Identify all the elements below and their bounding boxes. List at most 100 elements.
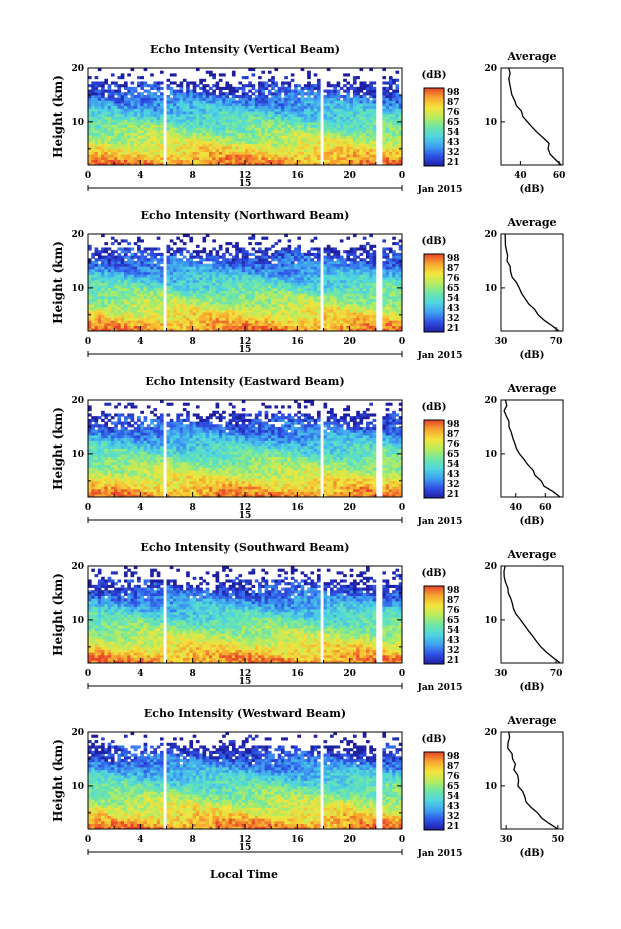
heatmap-cell [284,100,288,104]
heatmap-cell [261,287,266,291]
heatmap-cell [261,293,266,297]
heatmap-cell [336,304,341,308]
heatmap-cell [294,116,298,120]
heatmap-cell [307,116,311,120]
heatmap-cell [110,89,115,93]
heatmap-cell [261,269,266,273]
heatmap-cell [303,271,308,275]
heatmap-cell [264,328,269,332]
heatmap-cell [238,269,243,273]
heatmap-cell [231,108,236,112]
heatmap-cell [143,317,148,321]
heatmap-cell [251,68,256,72]
heatmap-cell [156,129,161,134]
heatmap-cell [336,285,341,289]
heatmap-cell [199,111,203,115]
heatmap-cell [362,314,367,318]
heatmap-cell [251,100,256,104]
heatmap-cell [300,298,305,302]
heatmap-cell [395,320,400,324]
heatmap-cell [366,298,370,302]
heatmap-cell [150,298,154,302]
heatmap-cell [310,124,315,128]
heatmap-cell [225,274,230,278]
heatmap-cell [186,140,190,144]
heatmap-cell [199,129,203,134]
heatmap-cell [133,148,138,152]
heatmap-cell [215,322,220,327]
heatmap-cell [218,119,223,123]
heatmap-cell [277,306,282,310]
heatmap-cell [316,94,321,99]
heatmap-cell [274,127,279,131]
heatmap-cell [388,143,393,147]
heatmap-cell [241,103,246,107]
heatmap-cell [359,132,364,136]
heatmap-cell [388,301,393,305]
heatmap-cell [346,328,351,332]
heatmap-cell [369,111,373,115]
heatmap-cell [267,100,272,104]
heatmap-cell [287,148,292,152]
heatmap-cell [258,312,262,316]
heatmap-cell [241,127,246,131]
heatmap-cell [159,304,164,308]
heatmap-cell [159,298,164,302]
heatmap-cell [369,108,373,112]
heatmap-cell [222,277,226,281]
heatmap-cell [209,140,213,144]
heatmap-cell [277,290,282,294]
heatmap-cell [343,113,347,117]
heatmap-cell [267,328,272,332]
heatmap-cell [254,156,259,161]
heatmap-cell [150,162,154,166]
heatmap-cell [173,94,177,99]
heatmap-cell [254,97,259,101]
heatmap-cell [159,113,164,117]
heatmap-cell [366,293,370,297]
heatmap-cell [294,312,298,316]
heatmap-cell [307,124,311,128]
heatmap-cell [225,266,230,270]
heatmap-cell [133,127,138,131]
heatmap-cell [290,111,295,115]
heatmap-cell [349,146,354,150]
heatmap-cell [199,119,203,123]
heatmap-cell [192,159,197,163]
heatmap-cell [336,306,341,310]
heatmap-cell [284,293,288,297]
heatmap-cell [313,124,318,128]
heatmap-cell [179,108,184,112]
heatmap-cell [362,317,367,321]
heatmap-cell [385,81,390,85]
heatmap-cell [228,293,233,297]
heatmap-cell [303,312,308,316]
heatmap-cell [101,121,105,125]
heatmap-cell [130,100,135,104]
heatmap-cell [310,285,315,289]
heatmap-cell [218,86,223,90]
heatmap-cell [258,314,262,318]
heatmap-cell [231,105,236,109]
heatmap-cell [123,295,128,300]
heatmap-cell [192,124,197,128]
heatmap-cell [362,140,367,144]
heatmap-cell [107,113,112,117]
heatmap-cell [137,148,141,152]
heatmap-cell [280,156,285,161]
heatmap-cell [176,92,180,96]
heatmap-cell [336,111,341,115]
heatmap-cell [352,100,357,104]
heatmap-cell [133,159,138,163]
heatmap-cell [313,293,318,297]
heatmap-cell [110,159,115,163]
y-tick-label: 10 [71,118,84,128]
heatmap-cell [186,274,190,278]
heatmap-cell [104,293,109,297]
heatmap-cell [94,287,99,291]
heatmap-cell [153,269,158,273]
heatmap-cell [284,124,288,128]
heatmap-cell [346,306,351,310]
heatmap-cell [238,271,243,275]
heatmap-cell [209,108,213,112]
